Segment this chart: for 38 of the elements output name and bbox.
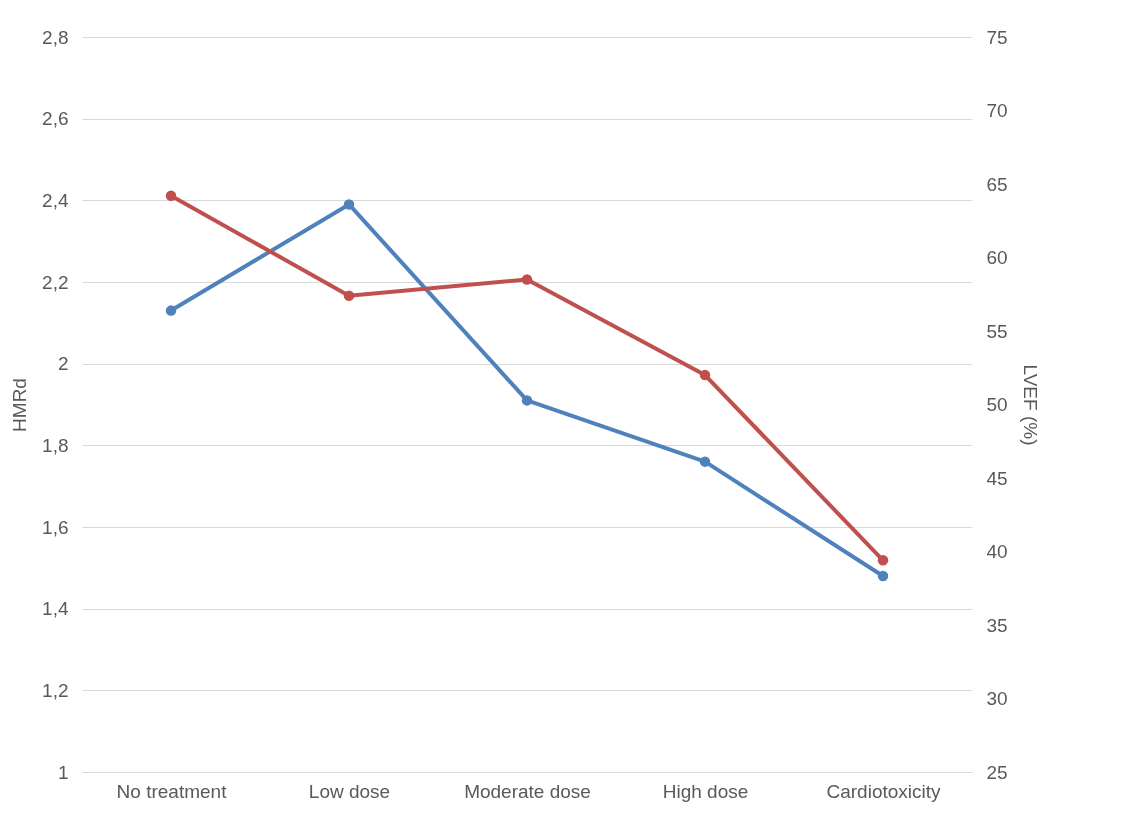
point (699, 456, 711, 467)
y2-tick-label: 70 (986, 100, 1008, 121)
y2-axis-title: LVEF (%) (1019, 364, 1041, 446)
y2-tick-label: 25 (986, 761, 1008, 783)
y2-tick-label: 35 (986, 614, 1008, 636)
y2-tick-label: 75 (986, 26, 1008, 48)
y2-tick-label: 55 (986, 320, 1008, 342)
y2-tick-label: 30 (986, 688, 1008, 709)
y-tick-label: 1,8 (42, 434, 69, 456)
point (165, 190, 177, 201)
y2-tick-label: 65 (986, 173, 1008, 195)
x-tick-label: Cardiotoxicity (826, 780, 942, 802)
y2-tick-label: 40 (986, 541, 1008, 562)
y-tick-label: 2,2 (42, 271, 69, 293)
point (165, 305, 177, 316)
y-tick-label: 2,8 (42, 26, 69, 48)
point (343, 199, 355, 210)
point (343, 290, 355, 301)
point (877, 570, 889, 582)
y2-tick-label: 45 (986, 467, 1008, 489)
point (521, 274, 533, 285)
point (699, 369, 711, 381)
y-tick-label: 1,2 (42, 679, 69, 701)
point (521, 395, 533, 406)
point (877, 555, 889, 566)
y-tick-label: 2,6 (42, 108, 69, 130)
y-tick-label: 1 (57, 761, 69, 783)
y-tick-label: 2 (57, 353, 69, 375)
y2-tick-label: 60 (986, 247, 1008, 268)
y-tick-label: 1,4 (42, 598, 69, 620)
x-tick-label: Moderate dose (464, 780, 591, 802)
y-tick-label: 2,4 (42, 189, 69, 211)
y-axis-title: HMRd (9, 378, 31, 432)
x-tick-label: Low dose (308, 780, 391, 802)
y2-tick-label: 50 (986, 394, 1008, 415)
y-tick-label: 1,6 (42, 516, 69, 538)
x-tick-label: High dose (662, 780, 749, 802)
x-tick-label: No treatment (116, 780, 228, 802)
